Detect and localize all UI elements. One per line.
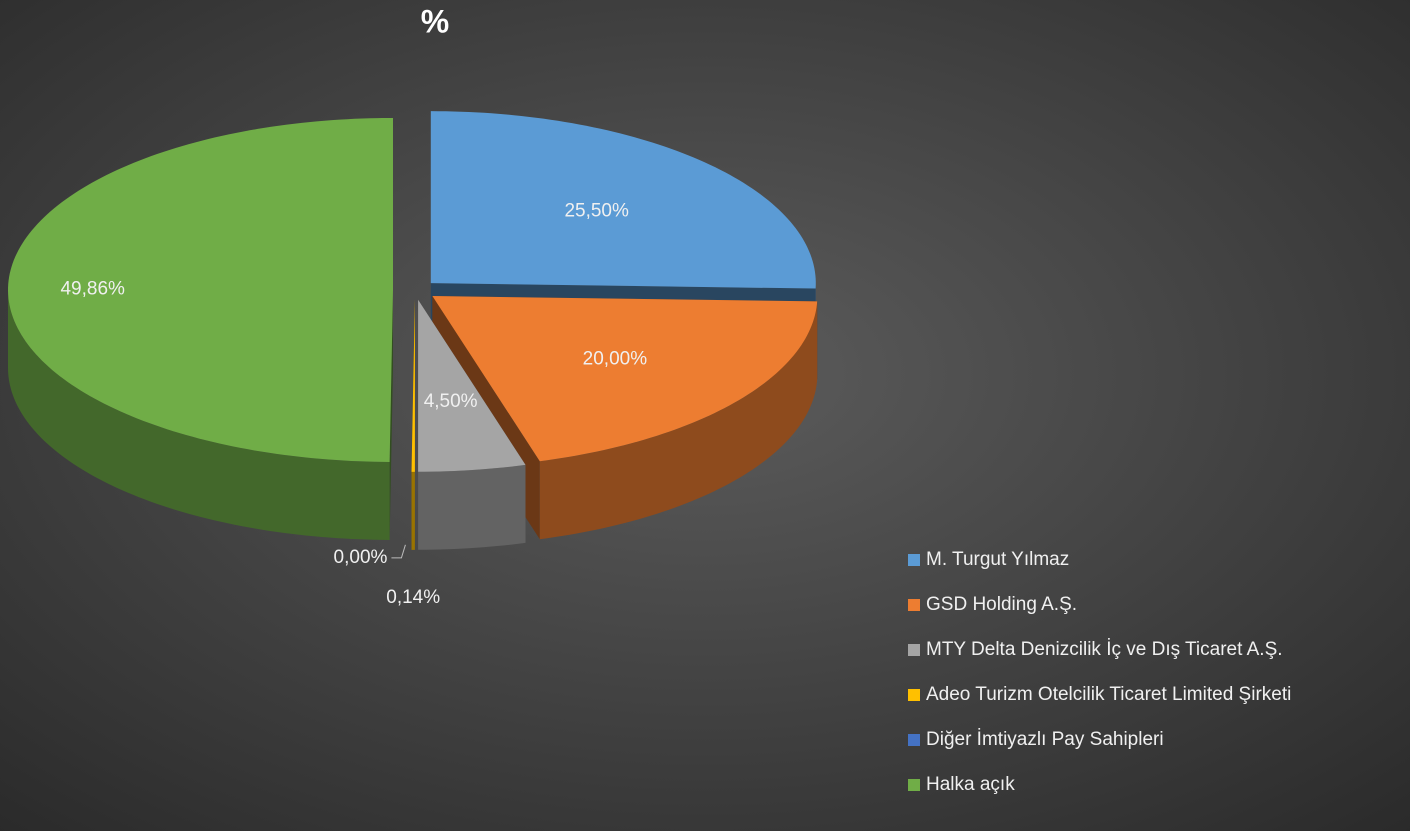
legend-label: Adeo Turizm Otelcilik Ticaret Limited Şi… bbox=[926, 684, 1291, 705]
data-label: 0,00% bbox=[334, 547, 388, 568]
slice-radial-face bbox=[389, 289, 393, 540]
slice-wall bbox=[411, 471, 415, 550]
pie-slice bbox=[8, 117, 393, 462]
chart-title: % bbox=[421, 3, 449, 39]
data-label: 49,86% bbox=[60, 278, 125, 299]
data-label: 4,50% bbox=[424, 391, 478, 412]
slice-wall bbox=[539, 301, 818, 540]
legend-label: MTY Delta Denizcilik İç ve Dış Ticaret A… bbox=[926, 639, 1283, 660]
pie-slice bbox=[418, 299, 526, 472]
legend-swatch bbox=[908, 644, 920, 656]
legend-label: Halka açık bbox=[926, 774, 1015, 795]
legend-swatch bbox=[908, 689, 920, 701]
pie-slice bbox=[432, 296, 818, 462]
legend-label: GSD Holding A.Ş. bbox=[926, 594, 1077, 615]
pie-slice bbox=[430, 111, 816, 289]
leader-line bbox=[391, 544, 406, 559]
slice-wall bbox=[8, 289, 390, 540]
legend-label: M. Turgut Yılmaz bbox=[926, 549, 1069, 570]
legend-swatch bbox=[908, 554, 920, 566]
legend-swatch bbox=[908, 599, 920, 611]
data-label: 0,14% bbox=[386, 587, 440, 608]
pie-tops bbox=[8, 111, 818, 472]
data-label: 20,00% bbox=[583, 348, 648, 369]
legend-swatch bbox=[908, 734, 920, 746]
slice-wall bbox=[418, 464, 526, 550]
data-label: 25,50% bbox=[564, 200, 629, 221]
pie-slice bbox=[411, 299, 415, 472]
legend-swatch bbox=[908, 779, 920, 791]
legend-label: Diğer İmtiyazlı Pay Sahipleri bbox=[926, 729, 1164, 750]
